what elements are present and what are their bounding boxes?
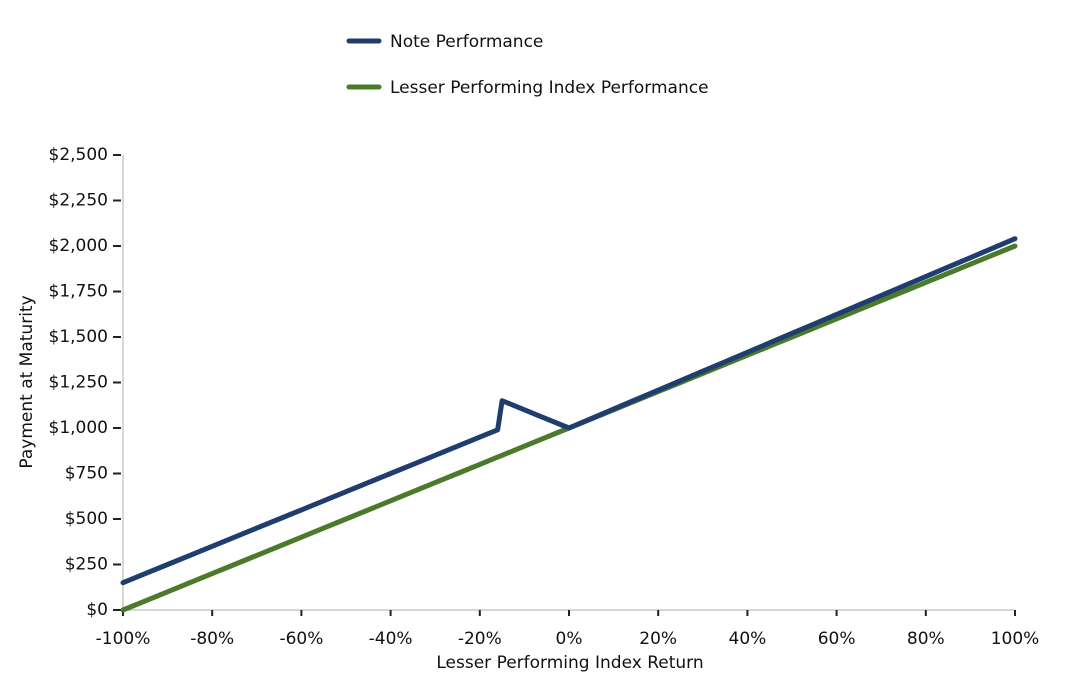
y-tick-label: $2,500	[49, 145, 108, 165]
x-axis-label: Lesser Performing Index Return	[436, 653, 703, 673]
y-tick-label: $1,750	[49, 282, 108, 302]
legend-label: Lesser Performing Index Performance	[390, 78, 709, 98]
x-tick-label: 80%	[907, 629, 945, 649]
y-axis-label: Payment at Maturity	[17, 295, 37, 468]
y-tick-label: $250	[65, 555, 108, 575]
y-tick-label: $0	[86, 600, 108, 620]
x-tick-label: -40%	[369, 629, 413, 649]
y-tick-label: $750	[65, 464, 108, 484]
x-tick-label: -80%	[190, 629, 234, 649]
x-tick-label: 0%	[556, 629, 583, 649]
x-tick-label: -20%	[458, 629, 502, 649]
y-tick-label: $2,250	[49, 191, 108, 211]
x-tick-label: 40%	[729, 629, 767, 649]
x-tick-label: 60%	[818, 629, 856, 649]
x-tick-label: -100%	[96, 629, 151, 649]
y-tick-label: $500	[65, 509, 108, 529]
series-line	[120, 236, 1018, 586]
x-tick-label: 20%	[639, 629, 677, 649]
y-tick-label: $1,250	[49, 373, 108, 393]
x-tick-label: 100%	[991, 629, 1040, 649]
series-line	[120, 243, 1018, 613]
y-tick-label: $1,000	[49, 418, 108, 438]
y-tick-label: $2,000	[49, 236, 108, 256]
y-tick-label: $1,500	[49, 327, 108, 347]
x-tick-label: -60%	[279, 629, 323, 649]
legend-label: Note Performance	[390, 32, 543, 52]
